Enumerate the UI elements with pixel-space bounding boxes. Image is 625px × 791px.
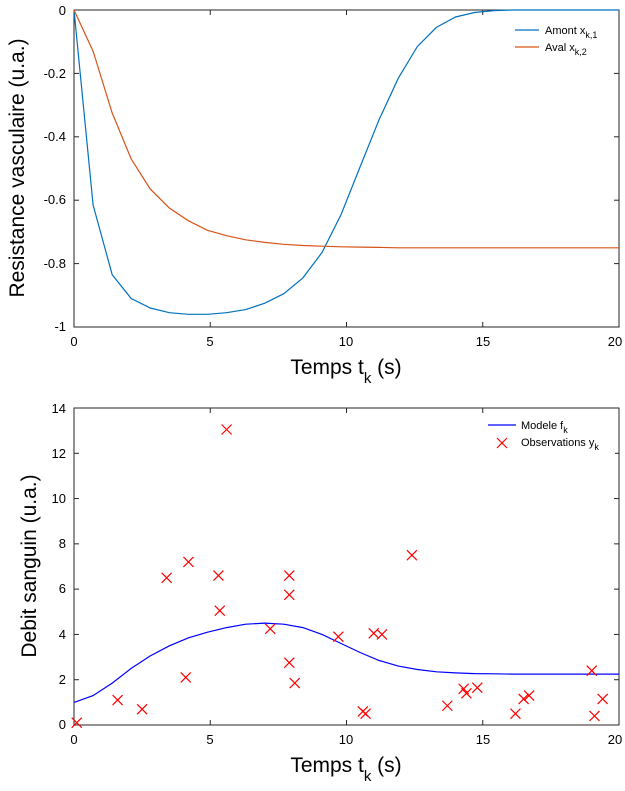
y-axis-label: Resistance vasculaire (u.a.) — [6, 38, 29, 297]
y-tick-label: 14 — [52, 401, 66, 416]
x-tick-label: 0 — [70, 732, 77, 747]
x-tick-label: 10 — [339, 732, 353, 747]
observation-point — [180, 672, 192, 683]
axis-ticks — [73, 407, 620, 726]
legend: Amont xk,1 Aval xk,2 — [510, 14, 615, 58]
legend-entry-amont: Amont xk,1 — [545, 25, 597, 40]
observation-point — [471, 682, 483, 694]
observation-point — [136, 703, 148, 715]
y-axis-label: Debit sanguin (u.a.) — [18, 474, 41, 657]
observation-point — [161, 572, 173, 584]
observation-point — [283, 570, 295, 581]
observation-point — [213, 570, 224, 581]
y-tick-label: 10 — [52, 491, 66, 506]
observation-point — [214, 605, 226, 617]
observation-point — [289, 677, 301, 689]
y-tick-label: -1 — [54, 319, 66, 334]
x-tick-label: 5 — [206, 334, 213, 349]
x-axis-label: Temps tk (s) — [290, 754, 401, 785]
legend-entry-observations: Observations yk — [521, 437, 599, 452]
chart-debit: 0 2 4 6 8 10 12 14 0 5 10 15 20 Temps tk… — [18, 401, 622, 785]
chart-resistance: -1 -0.8 -0.6 -0.4 -0.2 0 0 5 10 15 20 Te… — [6, 3, 622, 387]
plot-area — [73, 9, 620, 328]
x-tick-label: 20 — [608, 732, 622, 747]
legend-entry-aval: Aval xk,2 — [545, 42, 587, 57]
observation-point — [406, 549, 418, 561]
series-line-model — [73, 622, 619, 703]
observation-point — [589, 710, 600, 722]
observation-point — [460, 687, 472, 699]
observation-point — [586, 665, 598, 677]
model-line — [73, 622, 619, 703]
y-tick-label: -0.8 — [44, 256, 66, 271]
y-tick-label: 0 — [59, 717, 66, 732]
series-line-aval — [73, 9, 619, 249]
x-tick-label: 20 — [608, 334, 622, 349]
observation-point — [523, 690, 535, 701]
tick-labels: 0 2 4 6 8 10 12 14 0 5 10 15 20 — [52, 401, 623, 747]
x-tick-label: 10 — [339, 334, 353, 349]
x-tick-label: 0 — [70, 334, 77, 349]
y-tick-label: 2 — [59, 672, 66, 687]
observation-point — [183, 556, 194, 568]
observation-point — [441, 700, 453, 712]
legend-box — [485, 412, 615, 462]
x-tick-label: 15 — [476, 334, 490, 349]
y-tick-label: -0.2 — [44, 66, 66, 81]
tick-labels: -1 -0.8 -0.6 -0.4 -0.2 0 0 5 10 15 20 — [44, 3, 623, 349]
observation-point — [332, 631, 344, 643]
observation-point — [510, 708, 521, 720]
observation-point — [376, 629, 388, 640]
observation-point — [112, 694, 124, 706]
x-axis-label: Temps tk (s) — [290, 356, 401, 387]
y-tick-label: 4 — [59, 627, 66, 642]
observation-point — [71, 717, 83, 729]
y-tick-label: 6 — [59, 581, 66, 596]
observation-markers — [71, 424, 609, 729]
observation-point — [283, 589, 295, 601]
y-tick-label: 0 — [59, 3, 66, 18]
x-tick-label: 15 — [476, 732, 490, 747]
legend: Modele fk Observations yk — [485, 412, 615, 462]
y-tick-label: 8 — [59, 536, 66, 551]
observation-point — [360, 708, 371, 720]
legend-swatch-observations — [496, 437, 508, 449]
legend-box — [510, 14, 615, 58]
observation-point — [518, 693, 530, 705]
x-tick-label: 5 — [206, 732, 213, 747]
legend-entry-model: Modele fk — [521, 420, 568, 435]
y-tick-label: 12 — [52, 446, 66, 461]
observation-point — [597, 693, 609, 705]
y-tick-label: -0.4 — [44, 129, 66, 144]
observation-point — [221, 424, 233, 435]
observation-point — [264, 623, 276, 635]
series-line-amont — [73, 9, 619, 315]
y-tick-label: -0.6 — [44, 192, 66, 207]
series-lines — [73, 9, 619, 315]
observation-point — [283, 657, 295, 669]
